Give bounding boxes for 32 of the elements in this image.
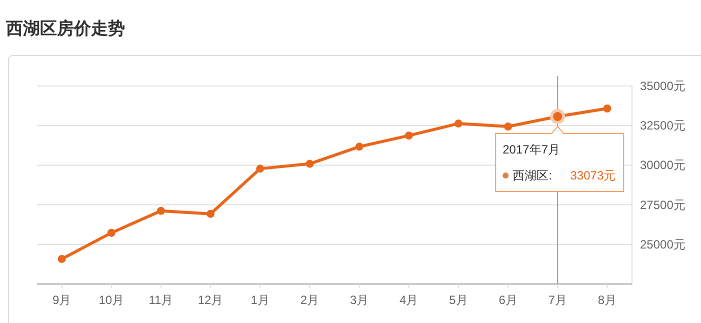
point	[454, 120, 462, 128]
y-tick-label: 27500元	[640, 198, 686, 212]
x-tick-label: 2月	[300, 293, 320, 307]
annotation: 2017年7月	[502, 142, 560, 157]
point	[107, 228, 116, 237]
x-tick-label: 4月	[400, 293, 418, 307]
y-tick-label: 35000元	[640, 79, 686, 93]
x-tick-label: 11月	[148, 293, 174, 307]
annotation: 西湖区:	[512, 168, 552, 183]
chart-title: 西湖区房价走势	[5, 19, 125, 38]
x-tick-label: 1月	[250, 293, 270, 307]
y-tick-label: 25000元	[640, 237, 686, 252]
x-tick-label: 12月	[198, 293, 224, 307]
annotation: 33073元	[570, 168, 616, 183]
point	[58, 254, 66, 263]
point	[256, 164, 264, 173]
point	[504, 122, 512, 131]
point	[404, 132, 413, 140]
point	[306, 160, 314, 168]
y-tick-label: 30000元	[640, 158, 686, 172]
x-tick-label: 3月	[350, 293, 369, 307]
x-tick-label: 5月	[449, 293, 468, 307]
x-tick-label: 10月	[98, 293, 124, 307]
point	[156, 206, 165, 215]
x-tick-label: 6月	[498, 293, 518, 307]
x-tick-label: 7月	[548, 293, 567, 307]
x-tick-label: 9月	[52, 293, 72, 307]
point	[355, 142, 364, 151]
y-tick-label: 32500元	[640, 118, 686, 133]
point	[603, 104, 612, 112]
x-tick-label: 8月	[598, 293, 617, 307]
point	[206, 210, 215, 218]
